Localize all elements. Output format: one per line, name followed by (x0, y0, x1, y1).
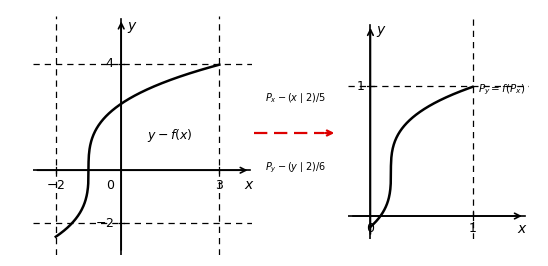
Text: $1$: $1$ (356, 80, 364, 93)
Text: $P_x-(x\mid 2)/5$: $P_x-(x\mid 2)/5$ (265, 91, 327, 105)
Text: $-2$: $-2$ (46, 179, 65, 192)
Text: $1$: $1$ (468, 222, 477, 235)
Text: $y$: $y$ (375, 24, 386, 39)
Text: $x$: $x$ (244, 178, 255, 192)
Text: $-2$: $-2$ (95, 217, 114, 230)
Text: $y-f(x)$: $y-f(x)$ (147, 127, 193, 144)
Text: $P_y=f(P_x)$: $P_y=f(P_x)$ (478, 83, 525, 97)
Text: $P_y-(y\mid 2)/6$: $P_y-(y\mid 2)/6$ (265, 161, 327, 175)
Text: $0$: $0$ (366, 222, 375, 235)
Text: $4$: $4$ (105, 57, 114, 70)
Text: $x$: $x$ (517, 222, 528, 236)
Text: $0$: $0$ (106, 179, 115, 192)
Text: $y$: $y$ (127, 20, 138, 35)
Text: $3$: $3$ (215, 179, 224, 192)
